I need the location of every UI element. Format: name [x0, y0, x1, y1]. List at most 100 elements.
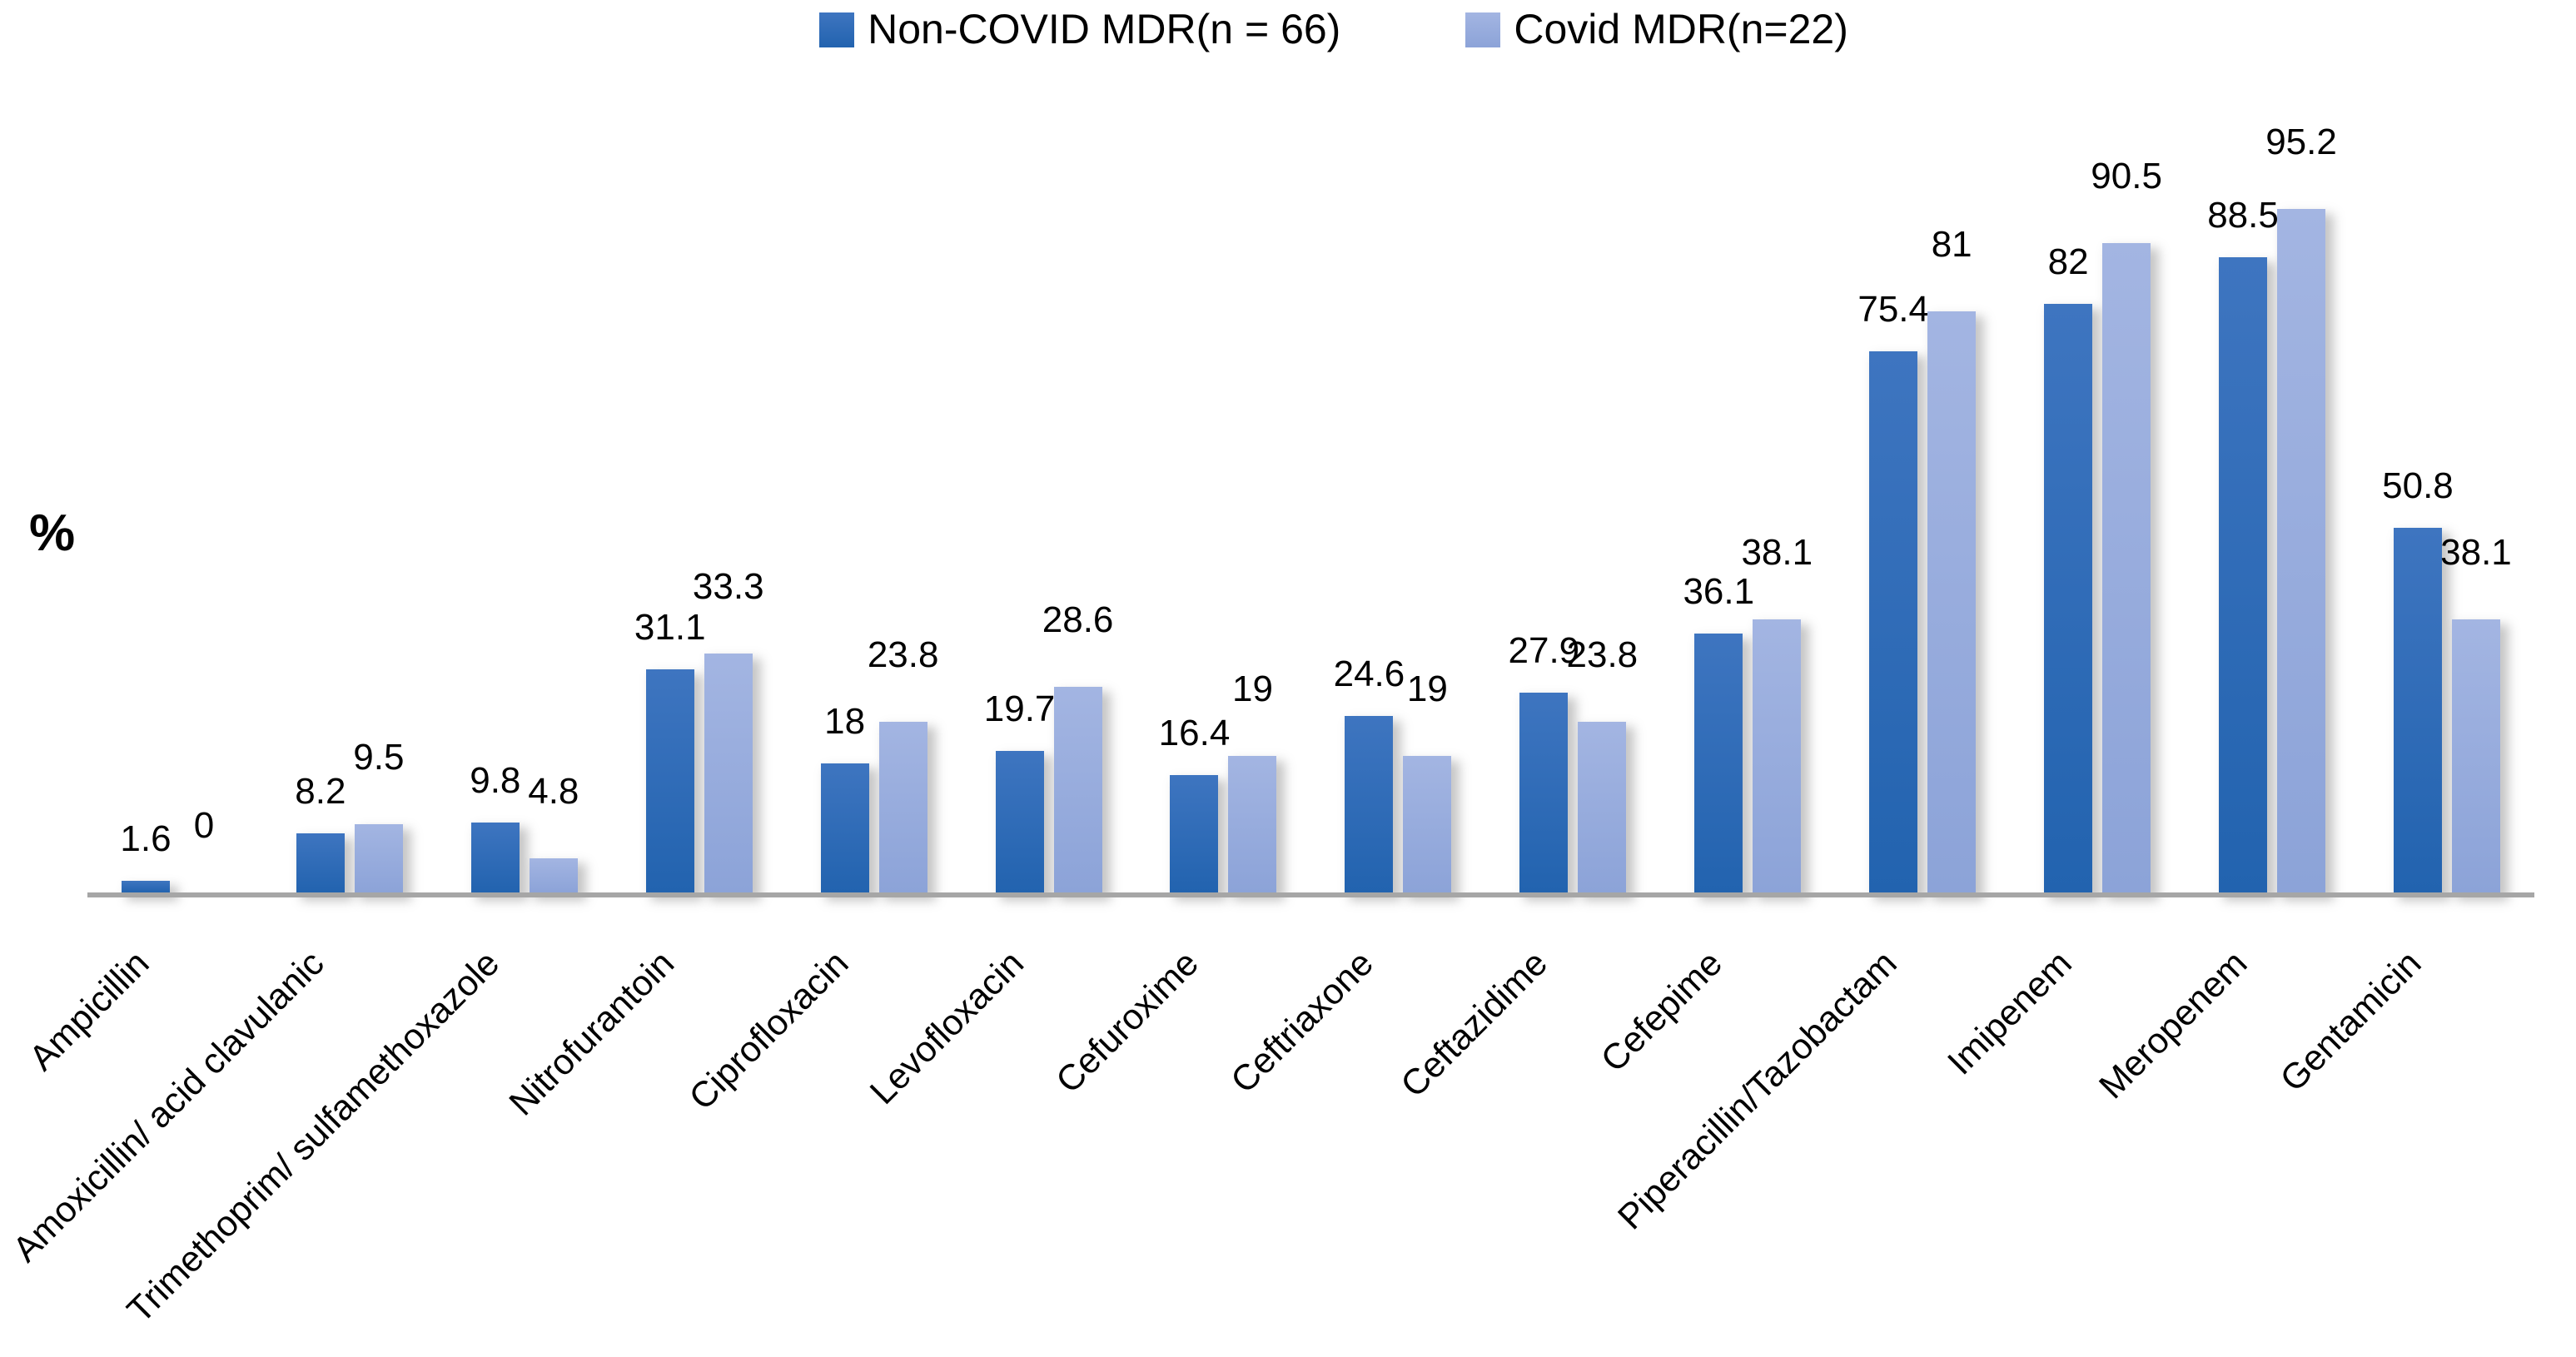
- bar-noncovid-ceftazidime: [1519, 692, 1569, 892]
- bar-covid-levofloxacin: [1053, 687, 1102, 892]
- bar-group-ciprofloxacin: 18 23.8: [787, 175, 962, 892]
- bar-noncovid-gentamicin: [2393, 528, 2442, 892]
- bar-group-ceftriaxone: 24.6 19: [1310, 175, 1485, 892]
- x-slot: Piperacillin/Tazobactam: [1611, 897, 2010, 1357]
- value-label: 82: [2047, 241, 2089, 283]
- value-label: 16.4: [1158, 712, 1231, 753]
- bar-wrap: 36.1: [1683, 573, 1754, 892]
- value-label: 88.5: [2207, 195, 2279, 236]
- bar-noncovid-cefepime: [1694, 633, 1743, 892]
- bar-wrap: 50.8: [2382, 468, 2454, 892]
- x-axis-label: Ampicillin: [22, 943, 157, 1079]
- value-label: 19: [1406, 669, 1448, 710]
- bar-noncovid-ciprofloxacin: [820, 763, 869, 892]
- value-label: 27.9: [1508, 629, 1580, 671]
- bar-covid-meropenem: [2277, 209, 2326, 892]
- bar-wrap: 16.4: [1159, 714, 1230, 892]
- legend-label-noncovid-mdr: Non-COVID MDR(n = 66): [868, 6, 1341, 52]
- value-label: 33.3: [692, 565, 764, 607]
- bar-wrap: 23.8: [868, 636, 938, 892]
- value-label: 50.8: [2382, 465, 2454, 507]
- value-label: 38.1: [1741, 531, 1813, 573]
- bar-wrap: 88.5: [2207, 197, 2279, 892]
- bar-noncovid-amoxicillin-acid-clavulanic: [296, 833, 345, 892]
- bar-noncovid-cefuroxime: [1170, 774, 1219, 892]
- bar-group-trimethoprim-sulfamethoxazole: 9.8 4.8: [437, 175, 612, 892]
- value-label: 4.8: [528, 770, 579, 812]
- bar-wrap: 33.3: [693, 568, 764, 892]
- bar-covid-imipenem: [2102, 242, 2151, 892]
- x-slot: Nitrofurantoin: [501, 897, 787, 1357]
- bar-group-ceftazidime: 27.9 23.8: [1485, 175, 1660, 892]
- x-slot: Ceftazidime: [1394, 897, 1660, 1357]
- x-slot: Ceftriaxone: [1223, 897, 1485, 1357]
- bar-group-ampicillin: 1.6 0: [87, 175, 262, 892]
- bar-group-gentamicin: 50.8 38.1: [2360, 175, 2534, 892]
- bar-wrap: 19.7: [984, 691, 1055, 892]
- bar-covid-cefuroxime: [1228, 756, 1277, 892]
- bar-noncovid-piperacillin-tazobactam: [1869, 351, 1918, 892]
- value-label: 19.7: [983, 688, 1056, 730]
- value-label: 9.8: [470, 759, 521, 801]
- bar-noncovid-imipenem: [2044, 304, 2093, 892]
- bar-covid-amoxicillin-acid-clavulanic: [354, 824, 403, 892]
- chart-legend: Non-COVID MDR(n = 66) Covid MDR(n=22): [0, 7, 2576, 52]
- bar-wrap: 9.8: [470, 759, 521, 892]
- value-label: 36.1: [1683, 570, 1755, 612]
- value-label: 8.2: [295, 771, 346, 813]
- bar-group-amoxicillin-acid-clavulanic: 8.2 9.5: [262, 175, 437, 892]
- bar-covid-ceftriaxone: [1403, 756, 1452, 892]
- bar-wrap: 9.5: [353, 737, 405, 892]
- x-axis-line: [87, 892, 2534, 897]
- value-label: 9.5: [353, 737, 405, 778]
- value-label: 28.6: [1042, 599, 1114, 641]
- x-slot: Ciprofloxacin: [682, 897, 962, 1357]
- bar-wrap: 19: [1228, 669, 1277, 892]
- value-label: 19: [1232, 669, 1273, 710]
- bar-wrap: 90.5: [2091, 157, 2162, 892]
- bar-group-imipenem: 82 90.5: [2010, 157, 2185, 892]
- bar-group-meropenem: 88.5 95.2: [2185, 124, 2360, 892]
- bar-covid-trimethoprim-sulfamethoxazole: [529, 857, 578, 892]
- x-slot: Trimethoprim/ sulfamethoxazole: [119, 897, 612, 1357]
- bar-covid-cefepime: [1753, 619, 1802, 892]
- bar-wrap: 95.2: [2265, 124, 2337, 892]
- bar-noncovid-levofloxacin: [995, 751, 1044, 892]
- bar-noncovid-ampicillin: [121, 881, 170, 892]
- legend-item-covid-mdr: Covid MDR(n=22): [1465, 7, 1848, 52]
- bar-group-levofloxacin: 19.7 28.6: [962, 175, 1136, 892]
- bar-wrap: 4.8: [528, 770, 579, 892]
- bar-wrap: 27.9: [1509, 632, 1579, 892]
- bar-wrap: 82: [2044, 241, 2093, 892]
- value-label: 18: [824, 700, 866, 742]
- plot-area: 1.6 0 8.2 9.5 9.8 4.8 31.1 33.3 18 23.8 19.7 28.6 16…: [87, 124, 2534, 892]
- bar-wrap: 23.8: [1567, 636, 1638, 892]
- y-axis-label: %: [29, 505, 76, 562]
- x-slot: Levofloxacin: [863, 897, 1136, 1357]
- value-label: 23.8: [1566, 634, 1639, 675]
- bar-wrap: 75.4: [1857, 291, 1929, 892]
- x-slot: Meropenem: [2091, 897, 2360, 1357]
- bar-wrap: 81: [1927, 226, 1977, 892]
- bar-noncovid-meropenem: [2219, 257, 2268, 892]
- bar-wrap: 8.2: [295, 771, 346, 892]
- bar-covid-nitrofurantoin: [704, 653, 753, 892]
- x-slot: Imipenem: [1941, 897, 2185, 1357]
- legend-swatch-noncovid-icon: [819, 12, 855, 47]
- bar-noncovid-ceftriaxone: [1345, 715, 1394, 892]
- bar-wrap: 38.1: [1741, 534, 1813, 892]
- x-slot: Cefuroxime: [1048, 897, 1311, 1357]
- bar-covid-gentamicin: [2451, 619, 2500, 892]
- bar-covid-ceftazidime: [1578, 721, 1627, 892]
- bar-wrap: 24.6: [1334, 655, 1405, 892]
- value-label: 95.2: [2265, 122, 2337, 163]
- value-label: 38.1: [2440, 531, 2512, 573]
- x-slot: Gentamicin: [2273, 897, 2534, 1357]
- legend-label-covid-mdr: Covid MDR(n=22): [1514, 6, 1848, 52]
- bar-wrap: 1.6: [120, 821, 172, 892]
- bar-wrap: 28.6: [1042, 602, 1113, 892]
- x-axis-labels: Ampicillin Amoxicillin/ acid clavulanic Tr…: [6, 897, 2534, 1357]
- bar-noncovid-trimethoprim-sulfamethoxazole: [470, 822, 520, 892]
- bar-covid-ciprofloxacin: [878, 721, 927, 892]
